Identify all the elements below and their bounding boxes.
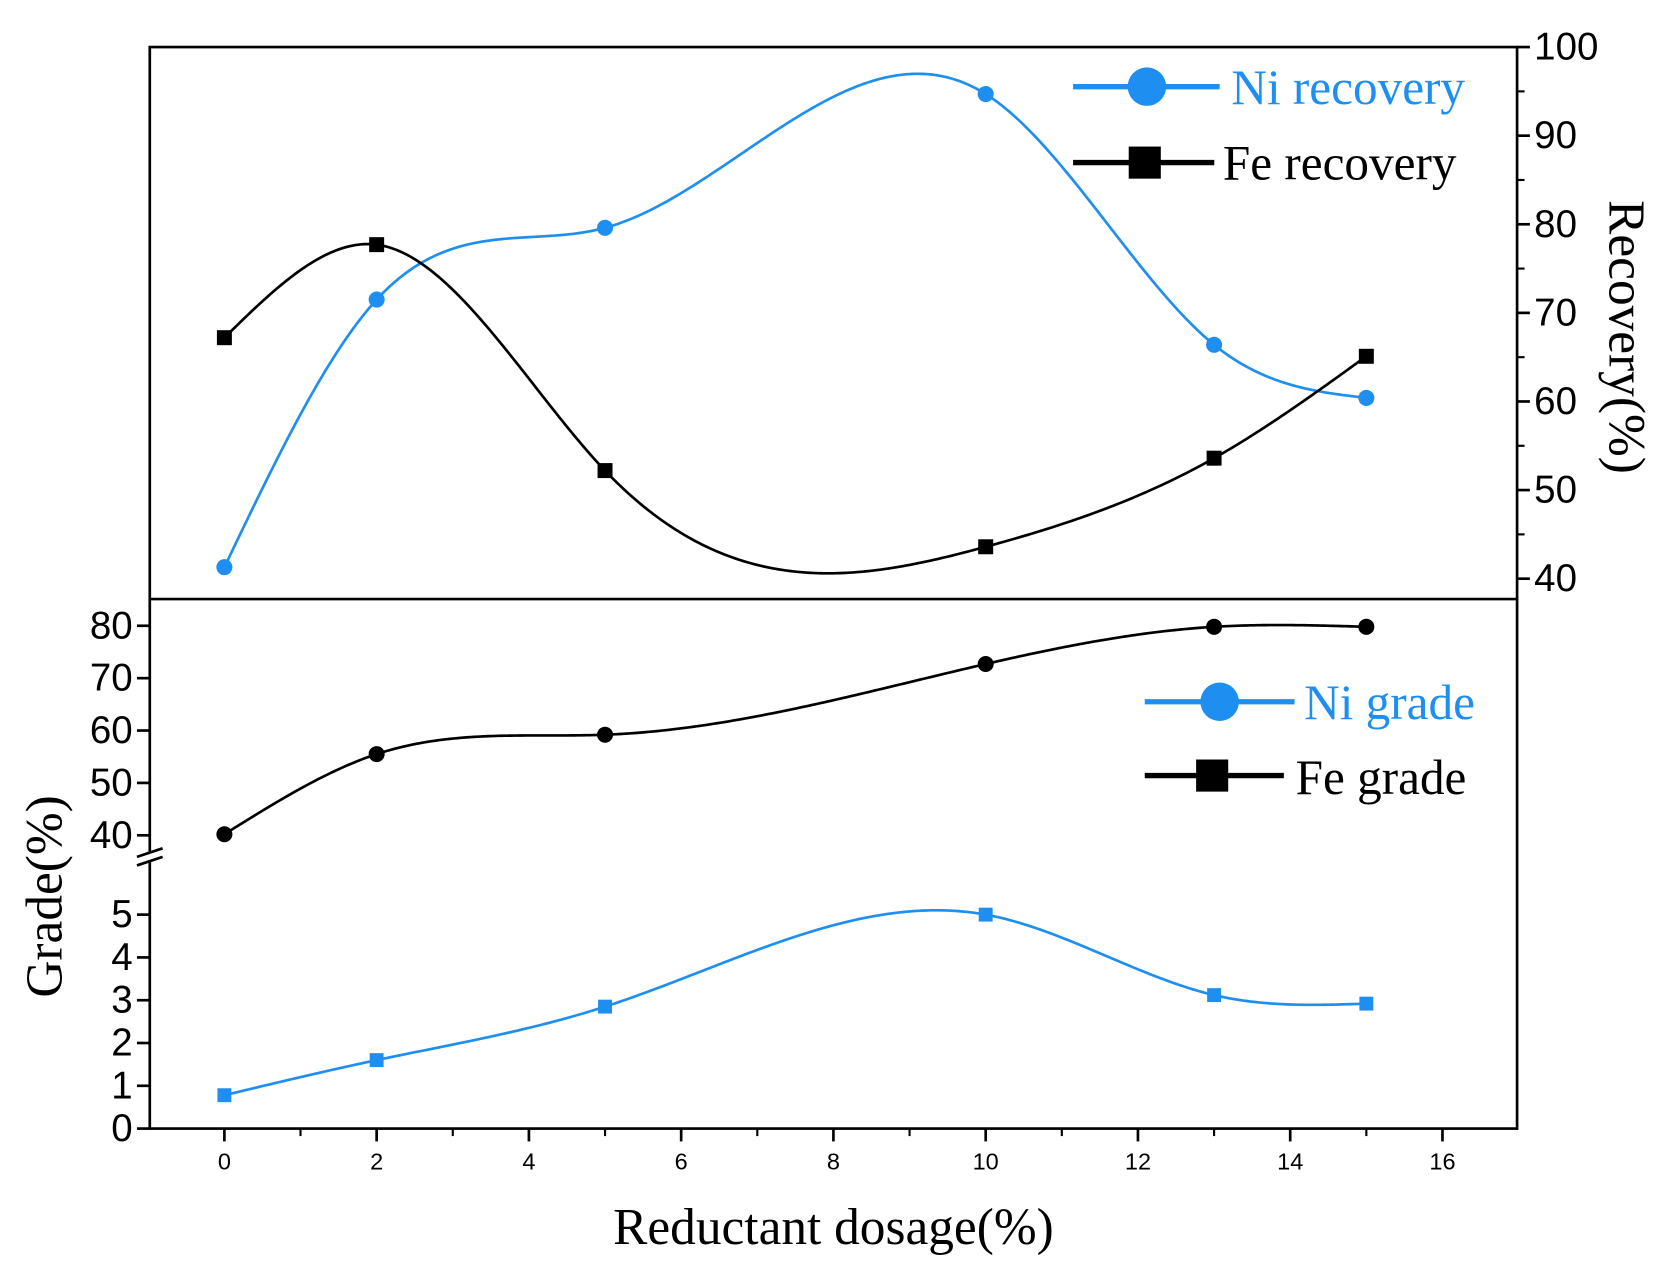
ni-recovery-point [368, 291, 385, 308]
grade-tick-label: 60 [90, 709, 133, 752]
grade-curves [223, 623, 1367, 1097]
x-tick-label: 12 [1125, 1149, 1151, 1175]
grade-tick-label: 70 [90, 657, 133, 700]
plot-frame [148, 45, 1519, 1130]
recovery-tick-label: 40 [1534, 557, 1577, 600]
legend-recovery: Ni recovery Fe recovery [1073, 60, 1465, 191]
fe-recovery-curve [223, 242, 1368, 575]
legend-entry-ni-grade: Ni grade [1144, 675, 1475, 730]
ni-grade-point [978, 907, 993, 922]
fe-grade-point [597, 726, 614, 743]
x-tick-label: 8 [827, 1149, 840, 1175]
grade-tick-label: 80 [90, 604, 133, 647]
grade-tick-label: 4 [111, 936, 132, 979]
fe-recovery-point [1358, 348, 1374, 364]
fe-recovery-point [216, 330, 232, 346]
fe-grade-point [1206, 618, 1223, 635]
legend-circle-marker [1127, 67, 1167, 106]
legend-entry-fe-grade: Fe grade [1144, 750, 1467, 805]
fe-grade-point [216, 826, 233, 843]
ni-grade-point [598, 999, 612, 1014]
recovery-tick-label: 80 [1534, 203, 1577, 246]
recovery-tick-label: 70 [1534, 291, 1577, 334]
x-axis-title: Reductant dosage(%) [613, 1199, 1054, 1256]
recovery-axis-title: Recovery(%) [1598, 200, 1655, 474]
legend-entry-ni-recovery: Ni recovery [1073, 60, 1465, 115]
fe-recovery-point [369, 237, 385, 253]
fe-recovery-point [597, 463, 613, 479]
x-tick-label: 2 [370, 1149, 383, 1175]
axis-break-gap [141, 851, 159, 861]
ni-grade-curve [224, 908, 1367, 1097]
legend-label: Ni grade [1304, 675, 1475, 730]
legend-square-marker [1128, 146, 1161, 179]
ni-grade-point [1359, 996, 1374, 1011]
x-tick-label: 10 [973, 1149, 999, 1175]
ni-grade-point [217, 1088, 232, 1103]
ni-recovery-point [597, 219, 614, 236]
fe-grade-point [368, 746, 385, 763]
legend-entry-fe-recovery: Fe recovery [1073, 136, 1457, 191]
grade-tick-label: 1 [111, 1064, 132, 1107]
x-tick-label: 16 [1429, 1149, 1455, 1175]
legend-label: Fe grade [1296, 750, 1467, 805]
x-tick-label: 0 [218, 1149, 231, 1175]
axis-break-mark [136, 847, 164, 859]
axes [136, 45, 1519, 1130]
grade-tick-label: 40 [90, 814, 133, 857]
legend-circle-marker [1200, 682, 1239, 722]
legend-label: Ni recovery [1231, 60, 1465, 115]
fe-grade-point [977, 655, 994, 673]
data-markers [216, 86, 1375, 1103]
recovery-tick-label: 60 [1534, 380, 1577, 423]
x-tick-label: 4 [522, 1149, 535, 1175]
legend-label: Fe recovery [1223, 136, 1457, 191]
recovery-tick-label: 50 [1534, 469, 1577, 512]
grade-axis-title: Grade(%) [16, 795, 73, 997]
axis-break-mark [136, 855, 164, 867]
x-tick-label: 14 [1277, 1149, 1303, 1175]
ni-grade-point [1207, 988, 1222, 1003]
x-tick-label: 6 [675, 1149, 688, 1175]
recovery-tick-label: 90 [1534, 114, 1577, 157]
grade-tick-label: 50 [90, 761, 133, 804]
legend-grade: Ni grade Fe grade [1144, 675, 1475, 805]
fe-recovery-point [1206, 450, 1222, 466]
recovery-tick-label: 100 [1534, 26, 1598, 69]
ni-recovery-point [1358, 389, 1375, 406]
ni-recovery-point [216, 559, 233, 576]
grade-tick-label: 2 [111, 1022, 132, 1065]
grade-tick-label: 3 [111, 979, 132, 1022]
ni-recovery-point [1206, 336, 1223, 353]
fe-grade-point [1358, 618, 1375, 635]
recovery-curves [223, 72, 1368, 575]
grade-tick-label: 5 [111, 893, 132, 936]
ni-grade-point [369, 1053, 384, 1068]
grade-tick-label: 0 [111, 1107, 132, 1150]
fe-recovery-point [978, 539, 994, 555]
ni-recovery-point [977, 86, 994, 103]
ni-recovery-curve [223, 72, 1367, 568]
legend-square-marker [1196, 759, 1229, 792]
fe-grade-curve [223, 623, 1367, 836]
